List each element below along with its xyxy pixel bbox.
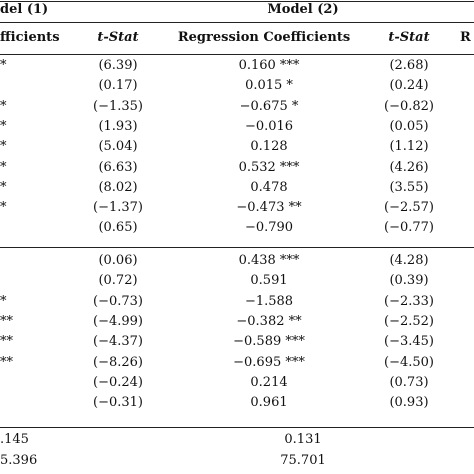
model2-coefficient: 0.532 *** <box>238 159 300 175</box>
model1-tstat: (0.17) <box>98 78 138 94</box>
model2-tstat: (−2.57) <box>384 200 434 216</box>
model1-title: del (1) <box>0 2 49 17</box>
header-rule <box>0 54 474 55</box>
model2-coefficient: −0.473 ** <box>236 200 302 216</box>
model1-coefficient: ** <box>0 334 13 350</box>
model1-tstat: (8.02) <box>98 179 138 195</box>
model2-tstat: (−2.52) <box>384 313 434 329</box>
model1-tstat: (−0.31) <box>93 395 143 411</box>
model2-tstat: (−4.50) <box>384 354 434 370</box>
model2-coefficient: −0.589 *** <box>233 334 305 350</box>
model2-tstat: (1.12) <box>389 139 429 155</box>
model2-coefficient: 0.128 <box>250 139 288 155</box>
model2-tstat: (−3.45) <box>384 334 434 350</box>
col-header-tstat-1: t-Stat <box>97 30 139 45</box>
model1-coefficient: * <box>0 159 7 175</box>
model2-coefficient: −0.382 ** <box>236 313 302 329</box>
section-divider-rule <box>0 247 474 248</box>
model-title-rule <box>0 22 474 23</box>
model1-stat: 5.396 <box>0 453 38 468</box>
model2-coefficient: −0.790 <box>244 220 294 236</box>
model1-coefficient: * <box>0 179 7 195</box>
model1-tstat: (6.39) <box>98 58 138 73</box>
model2-coefficient: −0.016 <box>244 118 294 134</box>
model1-tstat: (0.72) <box>98 273 138 289</box>
model1-coefficient: * <box>0 98 7 114</box>
model1-tstat: (−0.73) <box>93 293 143 309</box>
model2-tstat: (−2.33) <box>384 293 434 309</box>
model2-stat: 75.701 <box>280 453 326 468</box>
model2-coefficient: −0.675 * <box>239 98 299 114</box>
model2-tstat: (4.28) <box>389 253 429 268</box>
model1-tstat: (−1.37) <box>93 200 143 216</box>
model2-tstat: (4.26) <box>389 159 429 175</box>
col-header-coefficients-1: fficients <box>0 30 60 45</box>
model1-tstat: (−8.26) <box>93 354 143 370</box>
model1-coefficient: * <box>0 139 7 155</box>
model2-coefficient: 0.591 <box>250 273 288 289</box>
model1-tstat: (−4.37) <box>93 334 143 350</box>
model1-coefficient: * <box>0 118 7 134</box>
model2-title: Model (2) <box>267 2 339 17</box>
col-header-extra: R <box>460 30 471 45</box>
model2-stat: 0.131 <box>284 432 322 447</box>
model1-coefficient: * <box>0 293 7 309</box>
model1-tstat: (6.63) <box>98 159 138 175</box>
footer-rule <box>0 427 474 428</box>
model2-tstat: (−0.77) <box>384 220 434 236</box>
model1-tstat: (−1.35) <box>93 98 143 114</box>
model2-coefficient: 0.160 *** <box>238 58 300 73</box>
model1-coefficient: * <box>0 200 7 216</box>
model2-tstat: (0.24) <box>389 78 429 94</box>
model2-tstat: (2.68) <box>389 58 429 73</box>
model2-coefficient: 0.961 <box>250 395 288 411</box>
table-top-rule <box>0 1 474 2</box>
model1-coefficient: ** <box>0 313 13 329</box>
model1-stat: .145 <box>0 432 29 447</box>
model2-tstat: (0.73) <box>389 374 429 390</box>
model2-tstat: (0.93) <box>389 395 429 411</box>
model1-coefficient: * <box>0 58 7 73</box>
model2-tstat: (−0.82) <box>384 98 434 114</box>
model1-tstat: (0.65) <box>98 220 138 236</box>
model2-tstat: (0.05) <box>389 118 429 134</box>
model2-coefficient: −0.695 *** <box>233 354 305 370</box>
col-header-tstat-2: t-Stat <box>388 30 430 45</box>
model1-tstat: (1.93) <box>98 118 138 134</box>
model1-tstat: (−4.99) <box>93 313 143 329</box>
model2-coefficient: −1.588 <box>244 293 294 309</box>
model2-tstat: (3.55) <box>389 179 429 195</box>
model2-coefficient: 0.015 * <box>245 78 293 94</box>
model1-coefficient: ** <box>0 354 13 370</box>
model2-tstat: (0.39) <box>389 273 429 289</box>
model1-tstat: (−0.24) <box>93 374 143 390</box>
col-header-coefficients-2: Regression Coefficients <box>177 30 351 45</box>
model2-coefficient: 0.214 <box>250 374 288 390</box>
model2-coefficient: 0.478 <box>250 179 288 195</box>
model1-tstat: (0.06) <box>98 253 138 268</box>
model1-tstat: (5.04) <box>98 139 138 155</box>
model2-coefficient: 0.438 *** <box>238 253 300 268</box>
